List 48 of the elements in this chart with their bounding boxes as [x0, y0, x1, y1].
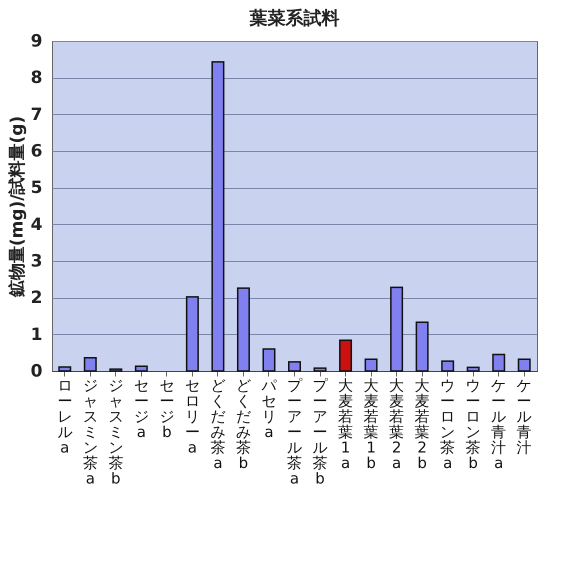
y-tick-label: 3: [30, 252, 42, 272]
x-tick-label: 大麦若葉2a: [389, 376, 404, 472]
x-tick-label: どくだみ茶b: [236, 376, 251, 472]
x-tick-label: ケール青汁: [516, 376, 532, 456]
x-tick-label: ジャスミン茶b: [108, 376, 124, 488]
bar: [518, 358, 531, 372]
bar: [466, 366, 480, 372]
bar: [211, 61, 224, 372]
x-tick-label: ウーロン茶b: [466, 376, 481, 472]
bar: [236, 287, 250, 372]
y-tick-label: 8: [30, 68, 42, 88]
x-tick-label: ウーロン茶a: [440, 376, 456, 472]
bar: [134, 365, 148, 372]
x-tick-label: セロリーa: [184, 376, 200, 456]
y-tick-label: 1: [30, 324, 42, 345]
bar: [339, 339, 352, 372]
y-tick-label: 2: [30, 288, 42, 308]
y-tick-label: 5: [30, 178, 42, 198]
bar: [84, 357, 97, 372]
y-axis-title: 鉱物量(mg)/試料量(g): [8, 116, 28, 298]
x-tick-label: どくだみ茶a: [210, 376, 226, 472]
x-tick-label: 大麦若葉1a: [338, 376, 354, 472]
bar: [390, 286, 404, 372]
chart-title: 葉菜系試料: [248, 8, 340, 29]
x-tick-label: ケール青汁a: [491, 376, 506, 472]
x-tick-label: プーアール茶b: [312, 376, 329, 488]
y-tick-label: 0: [30, 362, 43, 382]
bar: [416, 321, 429, 372]
x-tick-label: パセリa: [260, 376, 278, 441]
bar: [262, 348, 276, 372]
bar: [186, 296, 199, 372]
y-tick-label: 6: [30, 142, 42, 162]
x-tick-label: 大麦若葉2b: [414, 376, 430, 472]
y-tick-label: 4: [30, 214, 43, 235]
x-tick-label: セージb: [159, 376, 174, 441]
x-tick-label: ローレルa: [57, 376, 72, 456]
x-tick-label: セージa: [134, 376, 149, 441]
bar: [288, 361, 301, 372]
bar: [314, 367, 327, 372]
bar: [364, 358, 378, 372]
y-tick-label: 7: [30, 104, 42, 125]
x-tick-label: 大麦若葉1b: [364, 376, 379, 472]
y-tick-label: 9: [30, 32, 42, 52]
x-tick-label: ジャスミン茶a: [82, 376, 98, 488]
x-tick-label: プーアール茶a: [287, 376, 303, 488]
bar: [492, 354, 506, 372]
bar: [58, 366, 72, 372]
bar: [441, 360, 454, 372]
